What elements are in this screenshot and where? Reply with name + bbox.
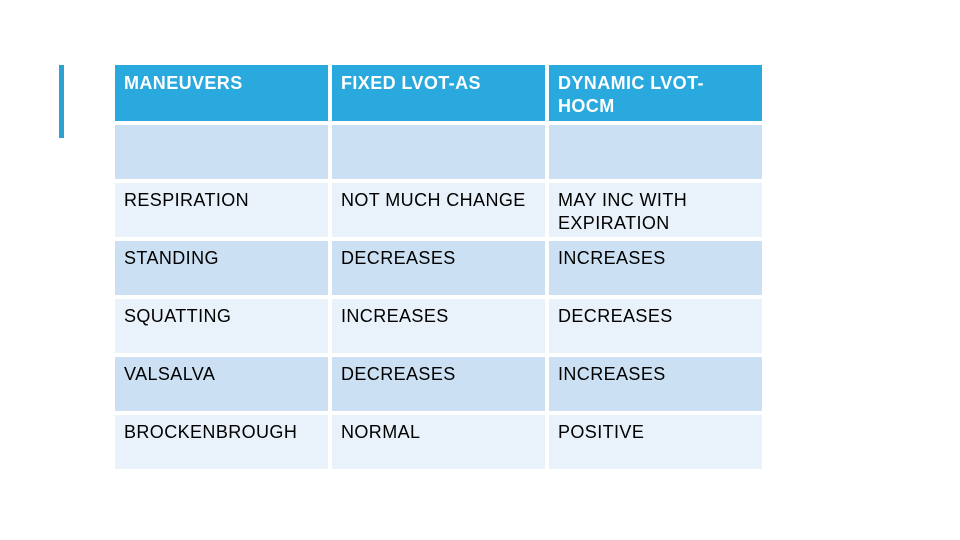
maneuvers-comparison-table: MANEUVERS FIXED LVOT-AS DYNAMIC LVOT-HOC… (115, 65, 762, 469)
table-cell-squatting-dynamic: DECREASES (549, 299, 762, 353)
col-header-dynamic-lvot-hocm: DYNAMIC LVOT-HOCM (549, 65, 762, 121)
table-cell-valsalva-fixed: DECREASES (332, 357, 545, 411)
table-cell-empty (549, 125, 762, 179)
row-label-respiration: RESPIRATION (115, 183, 328, 237)
accent-bar (59, 65, 64, 138)
row-label-squatting: SQUATTING (115, 299, 328, 353)
table-cell-respiration-fixed: NOT MUCH CHANGE (332, 183, 545, 237)
table-cell-squatting-fixed: INCREASES (332, 299, 545, 353)
table-cell-valsalva-dynamic: INCREASES (549, 357, 762, 411)
row-label-valsalva: VALSALVA (115, 357, 328, 411)
col-header-maneuvers: MANEUVERS (115, 65, 328, 121)
row-label-standing: STANDING (115, 241, 328, 295)
table-cell-respiration-dynamic: MAY INC WITH EXPIRATION (549, 183, 762, 237)
row-label-brockenbrough: BROCKENBROUGH (115, 415, 328, 469)
col-header-fixed-lvot-as: FIXED LVOT-AS (332, 65, 545, 121)
table-cell-standing-fixed: DECREASES (332, 241, 545, 295)
table-cell-brockenbrough-dynamic: POSITIVE (549, 415, 762, 469)
table-cell-empty (115, 125, 328, 179)
table-cell-empty (332, 125, 545, 179)
table-cell-brockenbrough-fixed: NORMAL (332, 415, 545, 469)
table-cell-standing-dynamic: INCREASES (549, 241, 762, 295)
